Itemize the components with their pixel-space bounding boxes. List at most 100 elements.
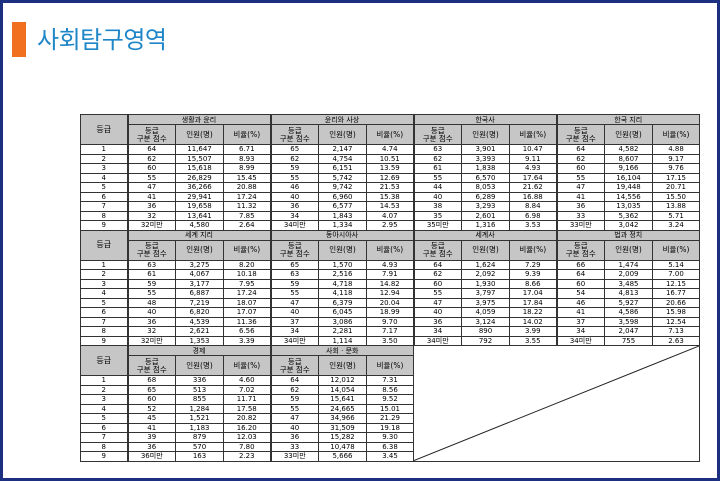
score-cut-cell: 34 [412, 326, 462, 337]
ratio-cell: 12.03 [223, 432, 271, 443]
ratio-cell: 20.82 [223, 413, 271, 424]
ratio-cell: 3.24 [652, 220, 700, 231]
subject-title: 한국 지리 [555, 114, 700, 125]
score-cut-cell: 64 [126, 144, 176, 155]
ratio-cell: 17.64 [509, 172, 557, 183]
score-cut-cell: 40 [269, 191, 319, 202]
count-cell: 1,838 [461, 163, 510, 174]
ratio-cell: 16.88 [509, 191, 557, 202]
score-cut-cell: 54 [555, 288, 605, 299]
table-row: 3 59 3,177 7.95 59 4,718 14.82 60 1,930 8.66 60 3,4… [80, 278, 700, 289]
count-cell: 14,054 [318, 384, 367, 395]
subject-title: 세계사 [412, 229, 557, 241]
count-cell: 879 [175, 432, 224, 443]
ratio-cell: 13.59 [366, 163, 414, 174]
table-row: 1 63 3,275 8.20 65 1,570 4.93 64 1,624 7.29 66 1,47… [80, 259, 700, 270]
score-cut-cell: 62 [269, 153, 319, 164]
score-cut-cell: 41 [555, 307, 605, 318]
ratio-cell: 2.63 [652, 335, 700, 346]
column-header-row: 등급 구분 점수 인원(명) 비율(%) 등급 구분 점수 인원(명) 비율(%) 등급 구분 점… [81, 124, 700, 145]
score-cut-cell: 47 [412, 297, 462, 308]
subject-title-row: 등급 세계 지리 동아시아사 세계사 법과 정치 [80, 229, 700, 261]
count-cell: 3,275 [175, 259, 224, 270]
score-distribution-table: 등급 생활과 윤리 윤리와 사상 한국사 한국 지리 등급 구분 점수 인원(명) 비율(%) 등… [80, 114, 700, 462]
score-cut-cell: 62 [269, 384, 319, 395]
subject-title-row: 등급 생활과 윤리 윤리와 사상 한국사 한국 지리 [80, 114, 700, 145]
ratio-cell: 5.14 [652, 259, 700, 270]
ratio-cell: 17.15 [652, 172, 700, 183]
count-cell: 1,624 [461, 259, 510, 270]
ratio-cell: 6.71 [223, 144, 271, 155]
score-cut-cell: 59 [269, 278, 319, 289]
score-cut-cell: 61 [126, 269, 176, 280]
score-cut-cell: 44 [412, 182, 462, 193]
grade-cell: 5 [80, 297, 128, 308]
ratio-cell: 6.56 [223, 326, 271, 337]
score-cut-cell: 48 [126, 297, 176, 308]
score-cut-cell: 62 [412, 153, 462, 164]
count-cell: 19,658 [175, 201, 224, 212]
grade-cell: 7 [80, 432, 128, 443]
count-cell: 8,053 [461, 182, 510, 193]
score-cut-cell: 47 [126, 182, 176, 193]
score-cut-cell: 55 [412, 172, 462, 183]
ratio-cell: 17.24 [223, 191, 271, 202]
diagonal-line [414, 346, 699, 461]
score-cut-cell: 62 [555, 153, 605, 164]
count-cell: 4,539 [175, 316, 224, 327]
score-cut-cell: 68 [126, 375, 176, 386]
ratio-cell: 21.29 [366, 413, 414, 424]
grade-cell: 5 [80, 182, 128, 193]
ratio-cell: 20.88 [223, 182, 271, 193]
count-cell: 2,601 [461, 210, 510, 221]
ratio-cell: 20.66 [652, 297, 700, 308]
count-header: 인원(명) [175, 355, 224, 376]
score-cut-cell: 32 [126, 210, 176, 221]
subject-title: 법과 정치 [555, 229, 700, 241]
count-header: 인원(명) [318, 355, 367, 376]
score-cut-cell: 59 [126, 278, 176, 289]
subject-title: 세계 지리 [126, 229, 271, 241]
count-cell: 29,941 [175, 191, 224, 202]
count-cell: 8,607 [604, 153, 653, 164]
ratio-cell: 3.39 [223, 335, 271, 346]
ratio-cell: 3.55 [509, 335, 557, 346]
score-cut-cell: 39 [126, 432, 176, 443]
score-cut-cell: 32 [126, 326, 176, 337]
count-cell: 163 [175, 451, 224, 462]
ratio-cell: 8.84 [509, 201, 557, 212]
grade-cell: 4 [80, 403, 128, 414]
ratio-cell: 18.07 [223, 297, 271, 308]
count-cell: 1,521 [175, 413, 224, 424]
score-cut-cell: 33미만 [555, 220, 605, 231]
ratio-cell: 8.56 [366, 384, 414, 395]
grade-cell: 8 [80, 441, 128, 452]
count-cell: 336 [175, 375, 224, 386]
table-row: 2 62 15,507 8.93 62 4,754 10.51 62 3,393 9.11 62 8,… [80, 153, 700, 164]
table-row: 4 55 26,829 15.45 55 5,742 12.69 55 6,570 17.64 55… [80, 172, 700, 183]
score-cut-cell: 36 [126, 316, 176, 327]
grade-cell: 7 [80, 316, 128, 327]
score-cut-cell: 36 [269, 201, 319, 212]
grade-cell: 5 [80, 413, 128, 424]
count-cell: 6,045 [318, 307, 367, 318]
score-cut-cell: 34 [269, 210, 319, 221]
score-cut-cell: 62 [412, 269, 462, 280]
score-cut-cell: 55 [126, 172, 176, 183]
count-cell: 2,621 [175, 326, 224, 337]
ratio-cell: 20.71 [652, 182, 700, 193]
score-cut-cell: 60 [412, 278, 462, 289]
ratio-cell: 9.76 [652, 163, 700, 174]
ratio-cell: 7.85 [223, 210, 271, 221]
table-row: 5 48 7,219 18.07 47 6,379 20.04 47 3,975 17.84 46 5… [80, 297, 700, 308]
column-header-row: 등급 구분 점수 인원(명) 비율(%) 등급 구분 점수 인원(명) 비율(%) 등급 구분 점… [81, 239, 700, 261]
subject-title-row: 등급 경제 사회 · 문화 [80, 345, 700, 462]
count-cell: 6,887 [175, 288, 224, 299]
score-cut-cell: 47 [555, 182, 605, 193]
score-cut-cell: 36 [412, 316, 462, 327]
ratio-cell: 2.95 [366, 220, 414, 231]
score-cut-cell: 61 [412, 163, 462, 174]
count-cell: 2,009 [604, 269, 653, 280]
ratio-cell: 15.01 [366, 403, 414, 414]
ratio-cell: 3.53 [509, 220, 557, 231]
